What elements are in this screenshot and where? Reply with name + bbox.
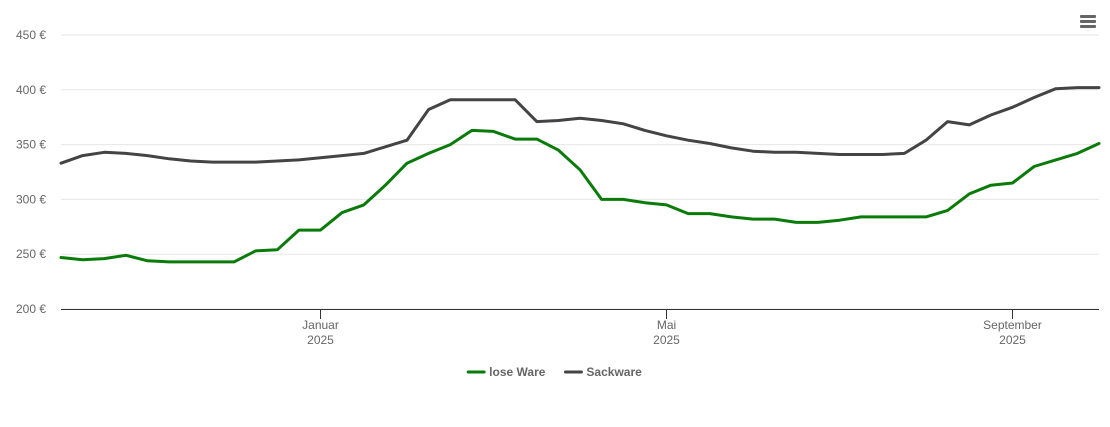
menu-bar (1080, 20, 1096, 23)
y-tick-label: 450 € (16, 28, 46, 42)
x-tick-label: Januar 2025 (302, 318, 339, 347)
menu-bar (1080, 25, 1096, 28)
y-tick-label: 350 € (16, 138, 46, 152)
menu-bar (1080, 15, 1096, 18)
y-tick-label: 300 € (16, 192, 46, 206)
tick-label-line: September (983, 318, 1042, 332)
legend-label: lose Ware (489, 365, 546, 379)
menu-button[interactable] (1080, 15, 1096, 28)
x-tick-label: September 2025 (983, 318, 1042, 347)
legend-label: Sackware (586, 365, 642, 379)
legend: lose Ware Sackware (466, 365, 642, 379)
legend-item[interactable]: Sackware (563, 365, 642, 379)
tick-label-line: 2025 (999, 333, 1026, 347)
series-line (59, 128, 1101, 264)
y-tick-label: 400 € (16, 83, 46, 97)
tick-label-line: Januar (302, 318, 339, 332)
tick-label-line: Mai (657, 318, 676, 332)
legend-item[interactable]: lose Ware (466, 365, 546, 379)
tick-label-line: 2025 (307, 333, 334, 347)
y-tick-label: 200 € (16, 302, 46, 316)
y-tick-label: 250 € (16, 247, 46, 261)
tick-label-line: 2025 (653, 333, 680, 347)
series-line (59, 86, 1101, 165)
x-tick-label: Mai 2025 (653, 318, 680, 347)
